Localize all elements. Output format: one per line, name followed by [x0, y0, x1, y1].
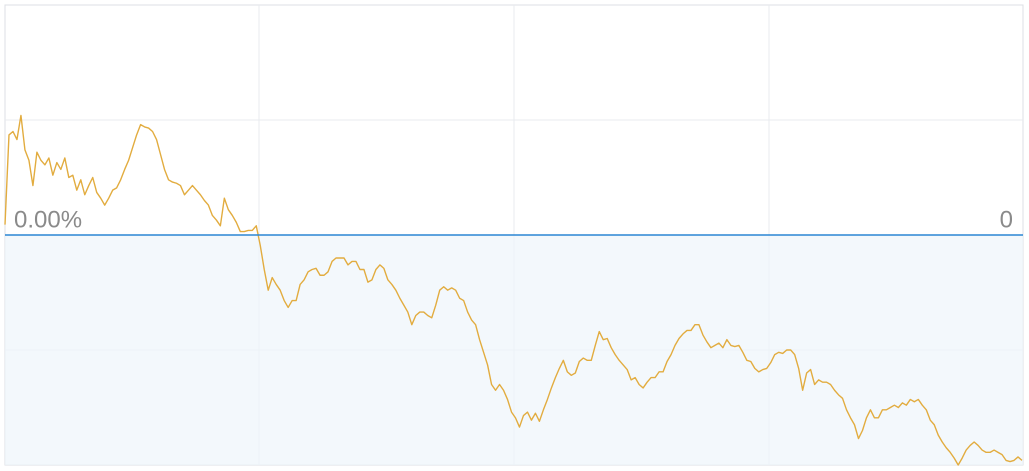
y2-tick-label: 0: [1000, 206, 1013, 233]
negative-area: [5, 235, 1023, 465]
price-line: [4, 114, 1023, 466]
y-tick-label: 0.00%: [14, 206, 82, 233]
